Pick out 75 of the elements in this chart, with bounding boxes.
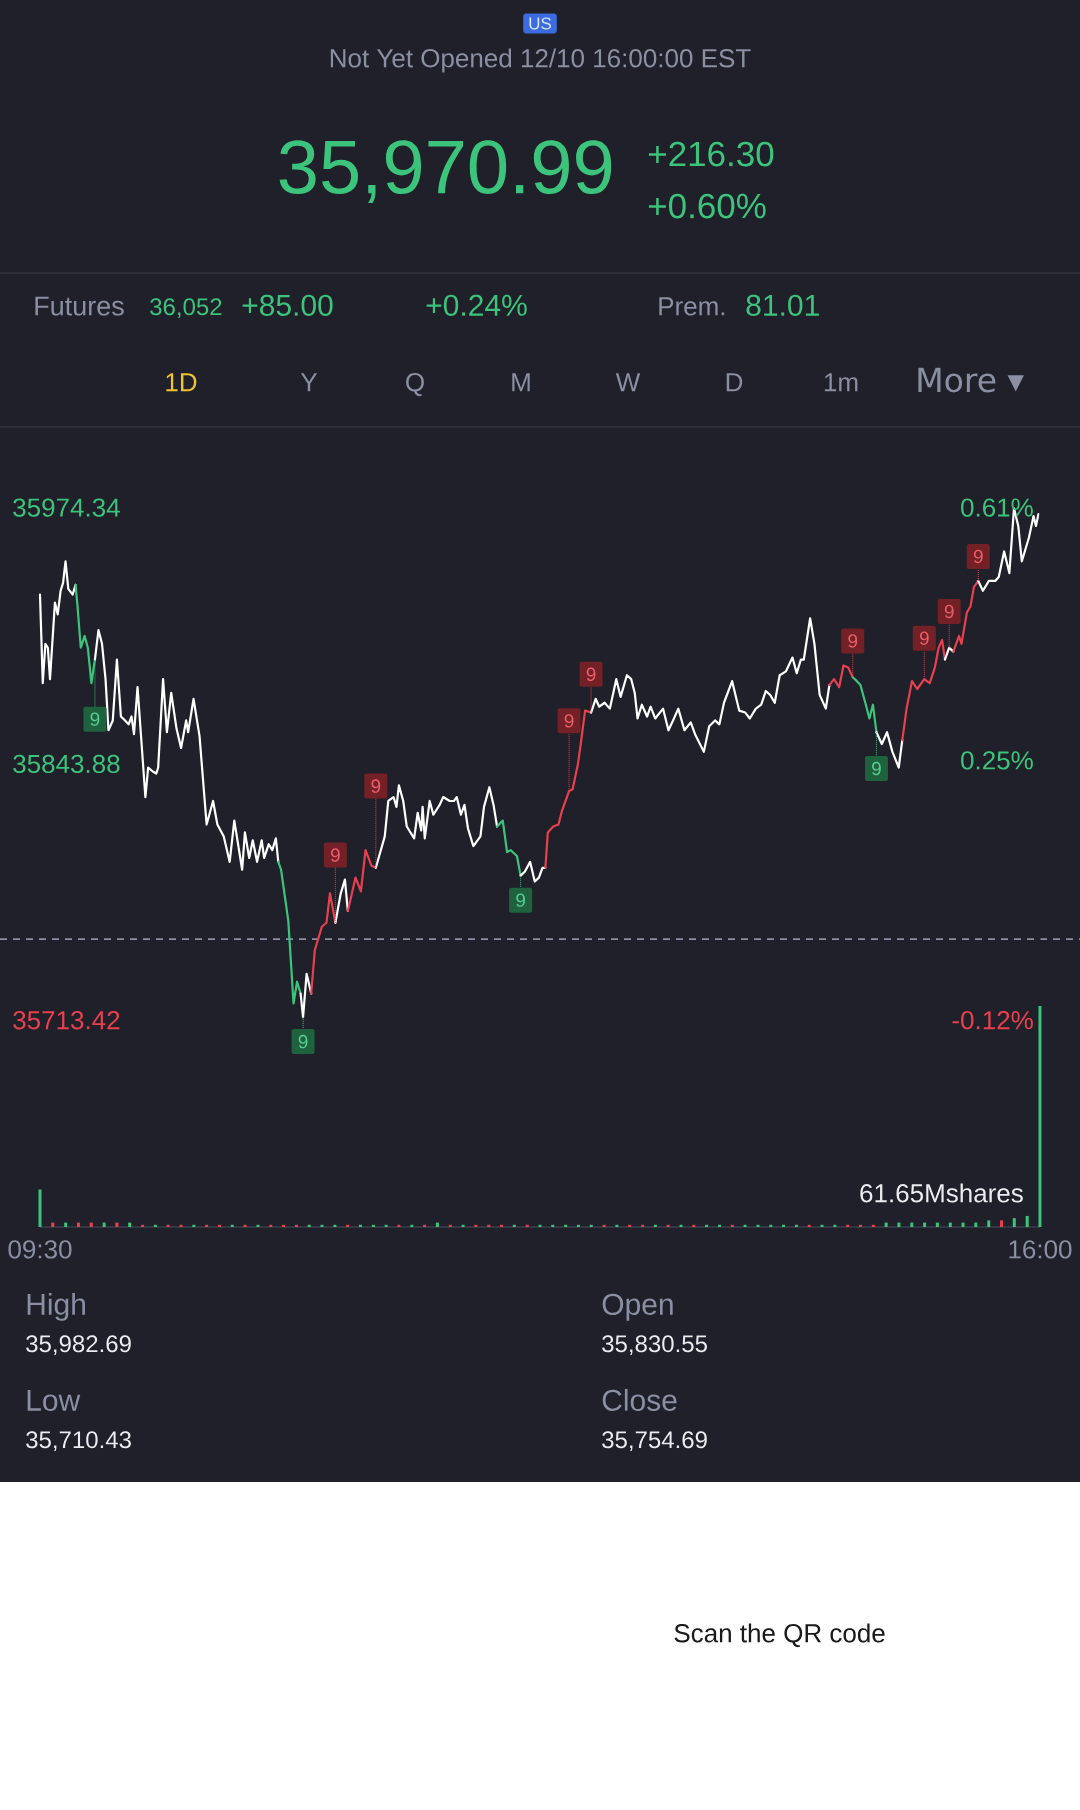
text: +0.24% (426, 294, 527, 316)
y-tick-label: 35843.88 (13, 754, 120, 774)
bar (1012, 1218, 1016, 1227)
text: Low (27, 1390, 81, 1411)
bar (435, 1222, 439, 1227)
text: 35,982.69 (26, 1335, 131, 1356)
x-tick-label: 16:00 (1009, 1240, 1072, 1259)
annotation: 9 (330, 848, 340, 862)
text: Close (602, 1388, 677, 1411)
y2-tick-label: -0.12% (952, 1010, 1033, 1030)
text: Scan the QR code (674, 1623, 885, 1648)
text: 1m (824, 373, 858, 392)
text: D (726, 373, 743, 392)
text: +0.60% (648, 193, 766, 219)
annotation: 9 (90, 712, 100, 726)
bar (1038, 1005, 1042, 1227)
y-tick-label: 35974.34 (13, 498, 120, 517)
text: W (615, 373, 641, 392)
annotation: 9 (944, 604, 954, 619)
line-series (277, 860, 302, 1005)
x-tick-label: 09:30 (8, 1240, 72, 1259)
y-tick-label: 35713.42 (13, 1010, 120, 1030)
annotation: 9 (919, 631, 929, 645)
line-series (334, 878, 349, 924)
text: Futures (35, 296, 124, 316)
bar (128, 1222, 132, 1227)
text: 35,970.99 (279, 140, 612, 203)
text: +216.30 (648, 141, 774, 167)
bar (76, 1222, 80, 1227)
bar (1000, 1220, 1004, 1227)
bar (64, 1222, 68, 1227)
text: 36,052 (150, 298, 222, 319)
text: 81.01 (746, 294, 819, 316)
bar (102, 1222, 106, 1227)
y2-tick-label: 0.25% (961, 751, 1033, 770)
text: High (27, 1292, 85, 1321)
annotation: 9 (298, 1034, 308, 1049)
bar (910, 1222, 914, 1227)
text: Y (300, 373, 318, 392)
bar (38, 1189, 42, 1227)
bar (987, 1220, 991, 1227)
bar (935, 1222, 939, 1227)
annotation: 9 (973, 549, 983, 564)
text: More ▾ (918, 367, 1024, 393)
bar (89, 1222, 93, 1227)
annotation: 9 (872, 761, 881, 776)
text: 35,830.55 (602, 1335, 707, 1356)
bar (974, 1222, 978, 1227)
annotation: 61.65Mshares (860, 1183, 1023, 1203)
text: 1D (166, 373, 197, 392)
bar (948, 1222, 952, 1227)
text: US (529, 17, 552, 30)
text: Q (406, 373, 424, 397)
annotation: 9 (564, 714, 574, 728)
line-series (38, 560, 77, 685)
text: M (512, 373, 530, 392)
text: Prem. (659, 297, 725, 316)
text: Open (602, 1293, 673, 1321)
bar (115, 1222, 119, 1227)
annotation: 9 (371, 779, 381, 793)
bar (884, 1222, 888, 1227)
text: 35,710.43 (26, 1431, 131, 1452)
text: 35,754.69 (602, 1431, 707, 1452)
y2-tick-label: 0.61% (961, 498, 1033, 517)
annotation: 9 (586, 667, 596, 682)
bar (961, 1222, 965, 1227)
line-series (519, 860, 547, 883)
bar (897, 1222, 901, 1227)
annotation: 9 (516, 893, 525, 907)
chart-subtitle: Not Yet Opened 12/10 16:00:00 EST (330, 48, 751, 73)
bar (51, 1222, 55, 1227)
text: +85.00 (242, 294, 333, 316)
bar (1025, 1215, 1029, 1227)
bar (923, 1222, 927, 1227)
annotation: 9 (848, 634, 858, 648)
